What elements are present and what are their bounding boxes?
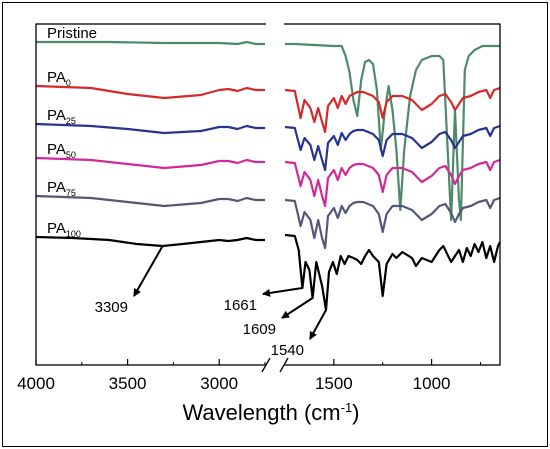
series-line-PA100-right <box>284 233 501 312</box>
series-label-PA75: PA75 <box>47 179 76 198</box>
x-tick-label-1000: 1000 <box>413 374 451 393</box>
x-tick-label-3500: 3500 <box>109 374 147 393</box>
axis-break-mark-left <box>261 357 271 373</box>
x-axis-label: Wavelength (cm-1) <box>182 400 359 425</box>
annotation-arrow-1661 <box>262 287 303 297</box>
series-label-PA25: PA25 <box>47 107 76 126</box>
annotation-label-1609: 1609 <box>243 321 276 338</box>
series-label-PA100: PA100 <box>47 220 81 239</box>
series-line-PA0-right <box>284 86 501 134</box>
series-line-Pristine-right <box>285 42 500 222</box>
axis-break-gap <box>266 20 284 372</box>
annotation-arrow-1540 <box>309 309 327 340</box>
series-line-PA75-right <box>284 196 501 250</box>
x-tick-label-3000: 3000 <box>200 374 238 393</box>
annotation-arrow-1609 <box>281 297 314 319</box>
axis-break-mark-right <box>279 357 289 373</box>
series-line-PA50-left <box>35 156 265 170</box>
series-line-PA75-left <box>35 194 265 208</box>
x-tick-label-4000: 4000 <box>17 374 55 393</box>
series-line-Pristine-left <box>36 40 265 46</box>
x-tick-label-1500: 1500 <box>315 374 353 393</box>
series-label-Pristine: Pristine <box>47 25 97 42</box>
series-line-PA50-right <box>284 158 501 208</box>
series-line-PA0-left <box>35 84 265 100</box>
annotation-label-1540: 1540 <box>271 342 304 359</box>
annotation-label-1661: 1661 <box>224 297 257 314</box>
series-label-PA50: PA50 <box>47 141 76 160</box>
series-line-PA25-left <box>35 122 265 135</box>
annotation-arrow-3309 <box>133 245 164 297</box>
annotation-label-3309: 3309 <box>95 299 128 316</box>
series-line-PA100-left <box>35 235 265 248</box>
series-line-PA25-right <box>284 124 501 172</box>
series-label-PA0: PA0 <box>47 69 71 88</box>
